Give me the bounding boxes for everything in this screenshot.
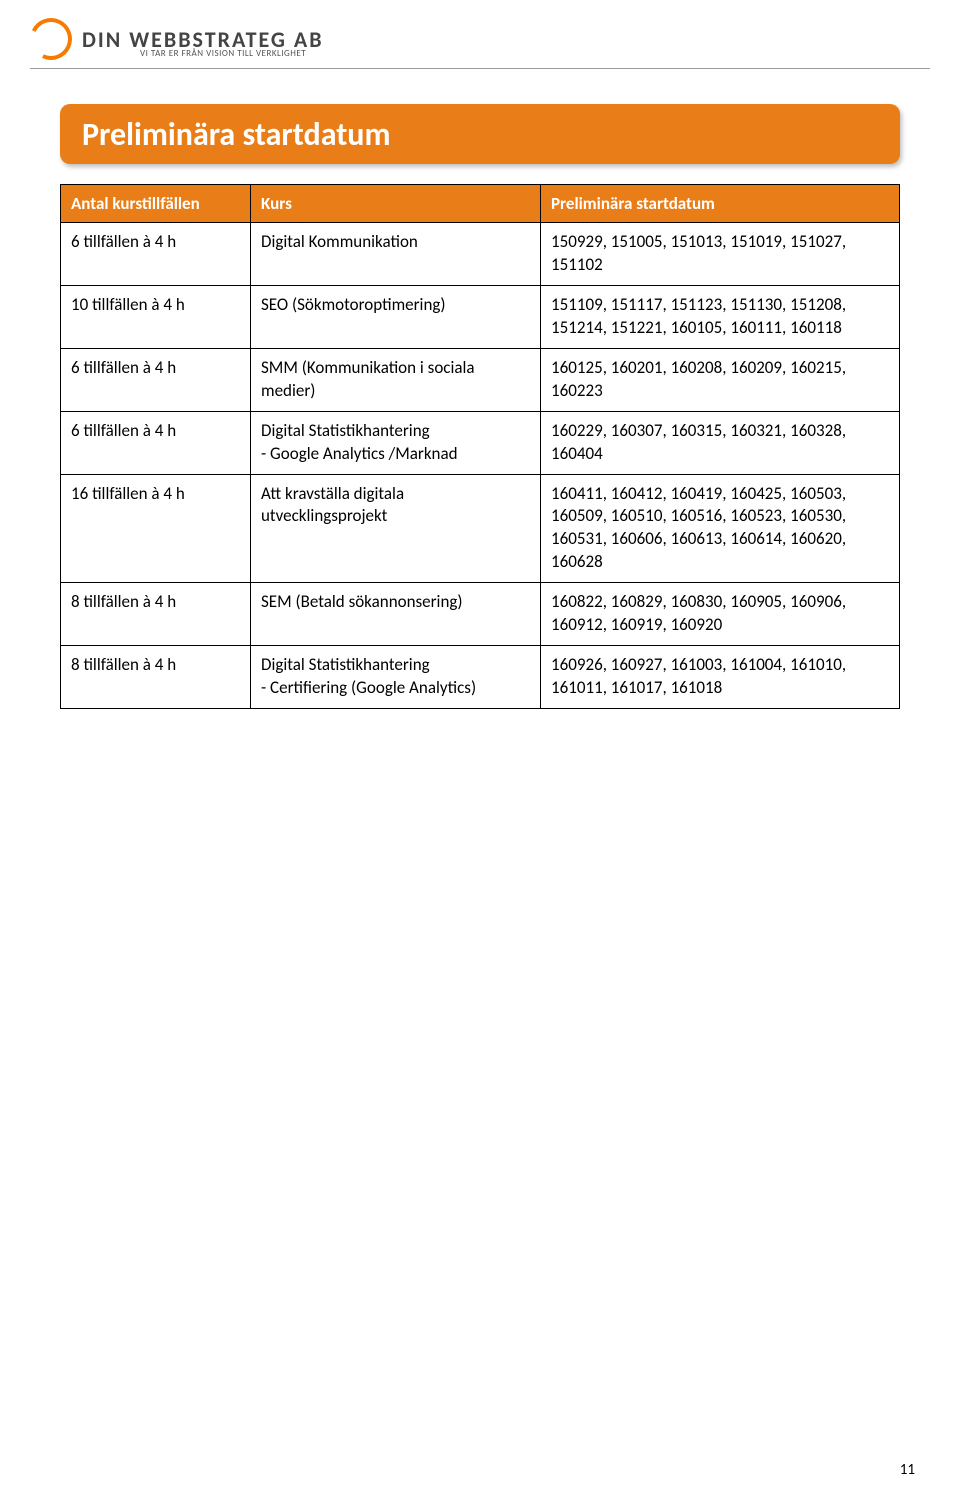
- table-row: 10 tillfällen à 4 h SEO (Sökmotoroptimer…: [61, 285, 900, 348]
- cell-course: SMM (Kommunikation i sociala medier): [251, 348, 541, 411]
- cell-course: Digital Statistikhantering- Google Analy…: [251, 411, 541, 474]
- cell-dates: 160125, 160201, 160208, 160209, 160215, …: [541, 348, 900, 411]
- page-title: Preliminära startdatum: [82, 115, 391, 154]
- table-header-row: Antal kurstillfällen Kurs Preliminära st…: [61, 185, 900, 223]
- col-header-occasions: Antal kurstillfällen: [61, 185, 251, 223]
- logo-mark-icon: [24, 12, 78, 66]
- table-row: 6 tillfällen à 4 h Digital Statistikhant…: [61, 411, 900, 474]
- cell-occasions: 16 tillfällen à 4 h: [61, 474, 251, 583]
- title-bar: Preliminära startdatum: [60, 104, 900, 164]
- header-divider: [30, 68, 930, 69]
- cell-dates: 151109, 151117, 151123, 151130, 151208, …: [541, 285, 900, 348]
- table-row: 6 tillfällen à 4 h SMM (Kommunikation i …: [61, 348, 900, 411]
- cell-course: SEO (Sökmotoroptimering): [251, 285, 541, 348]
- cell-occasions: 10 tillfällen à 4 h: [61, 285, 251, 348]
- table-row: 16 tillfällen à 4 h Att kravställa digit…: [61, 474, 900, 583]
- cell-course: Digital Kommunikation: [251, 223, 541, 286]
- cell-dates: 150929, 151005, 151013, 151019, 151027, …: [541, 223, 900, 286]
- cell-occasions: 6 tillfällen à 4 h: [61, 348, 251, 411]
- schedule-table: Antal kurstillfällen Kurs Preliminära st…: [60, 184, 900, 709]
- col-header-course: Kurs: [251, 185, 541, 223]
- cell-course: Att kravställa digitala utvecklingsproje…: [251, 474, 541, 583]
- company-tagline: VI TAR ER FRÅN VISION TILL VERKLIGHET: [140, 48, 306, 59]
- page-number: 11: [900, 1461, 915, 1479]
- cell-dates: 160822, 160829, 160830, 160905, 160906, …: [541, 583, 900, 646]
- table-row: 8 tillfällen à 4 h Digital Statistikhant…: [61, 646, 900, 709]
- cell-occasions: 6 tillfällen à 4 h: [61, 223, 251, 286]
- cell-occasions: 8 tillfällen à 4 h: [61, 583, 251, 646]
- cell-occasions: 6 tillfällen à 4 h: [61, 411, 251, 474]
- cell-occasions: 8 tillfällen à 4 h: [61, 646, 251, 709]
- cell-dates: 160926, 160927, 161003, 161004, 161010, …: [541, 646, 900, 709]
- col-header-dates: Preliminära startdatum: [541, 185, 900, 223]
- table-row: 6 tillfällen à 4 h Digital Kommunikation…: [61, 223, 900, 286]
- table-row: 8 tillfällen à 4 h SEM (Betald sökannons…: [61, 583, 900, 646]
- cell-course: SEM (Betald sökannonsering): [251, 583, 541, 646]
- cell-course: Digital Statistikhantering- Certifiering…: [251, 646, 541, 709]
- cell-dates: 160229, 160307, 160315, 160321, 160328, …: [541, 411, 900, 474]
- cell-dates: 160411, 160412, 160419, 160425, 160503, …: [541, 474, 900, 583]
